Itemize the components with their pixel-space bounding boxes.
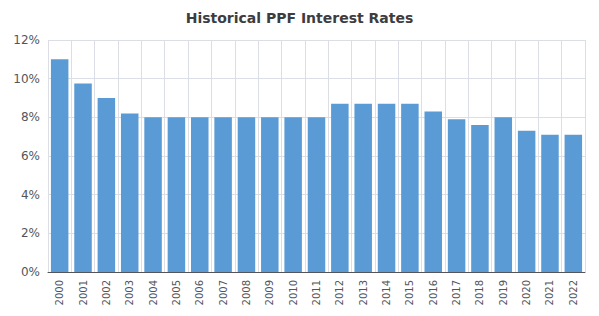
- svg-text:2022: 2022: [568, 280, 579, 305]
- svg-text:2013: 2013: [358, 280, 369, 305]
- svg-text:2002: 2002: [101, 280, 112, 305]
- svg-text:2012: 2012: [334, 280, 345, 305]
- svg-text:2003: 2003: [124, 280, 135, 305]
- svg-text:4%: 4%: [21, 188, 40, 202]
- svg-text:Historical PPF Interest Rates: Historical PPF Interest Rates: [186, 10, 414, 26]
- svg-text:2017: 2017: [451, 280, 462, 305]
- svg-text:2007: 2007: [218, 280, 229, 305]
- svg-text:2010: 2010: [288, 280, 299, 305]
- svg-text:2020: 2020: [521, 280, 532, 305]
- svg-text:2015: 2015: [404, 280, 415, 305]
- svg-text:2006: 2006: [194, 280, 205, 305]
- svg-text:2011: 2011: [311, 280, 322, 305]
- svg-text:2014: 2014: [381, 280, 392, 305]
- svg-text:2016: 2016: [428, 280, 439, 305]
- svg-text:2019: 2019: [498, 280, 509, 305]
- svg-text:2%: 2%: [21, 226, 40, 240]
- svg-text:2018: 2018: [474, 280, 485, 305]
- svg-text:2000: 2000: [54, 280, 65, 305]
- svg-text:0%: 0%: [21, 265, 40, 279]
- svg-text:6%: 6%: [21, 149, 40, 163]
- svg-text:10%: 10%: [13, 72, 40, 86]
- svg-text:2005: 2005: [171, 280, 182, 305]
- svg-text:2009: 2009: [264, 280, 275, 305]
- svg-text:2004: 2004: [148, 280, 159, 305]
- svg-text:12%: 12%: [13, 33, 40, 47]
- svg-text:8%: 8%: [21, 110, 40, 124]
- svg-text:2008: 2008: [241, 280, 252, 305]
- svg-text:2021: 2021: [544, 280, 555, 305]
- svg-text:2001: 2001: [78, 280, 89, 305]
